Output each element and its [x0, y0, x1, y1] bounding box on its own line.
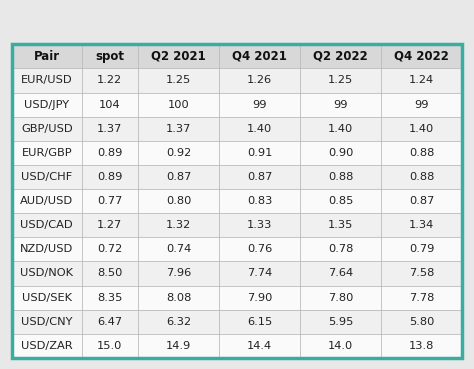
Text: 6.47: 6.47 — [97, 317, 122, 327]
Text: 0.77: 0.77 — [97, 196, 122, 206]
Text: 0.76: 0.76 — [247, 244, 272, 254]
Text: 0.78: 0.78 — [328, 244, 353, 254]
Text: 0.87: 0.87 — [166, 172, 191, 182]
Text: Q2 2021: Q2 2021 — [151, 50, 206, 63]
Bar — [12, 141, 462, 165]
Text: 8.35: 8.35 — [97, 293, 122, 303]
Text: 100: 100 — [168, 100, 189, 110]
Text: 0.79: 0.79 — [409, 244, 434, 254]
Text: 1.25: 1.25 — [328, 76, 353, 86]
Bar — [12, 286, 462, 310]
Bar — [12, 261, 462, 286]
Text: USD/JPY: USD/JPY — [24, 100, 69, 110]
Text: 0.87: 0.87 — [247, 172, 272, 182]
Text: spot: spot — [95, 50, 124, 63]
Text: 7.58: 7.58 — [409, 269, 434, 279]
Text: 14.0: 14.0 — [328, 341, 353, 351]
Bar — [12, 189, 462, 213]
Text: 0.80: 0.80 — [166, 196, 191, 206]
Bar — [12, 117, 462, 141]
Text: 1.33: 1.33 — [247, 220, 272, 230]
Text: 99: 99 — [252, 100, 267, 110]
Text: 0.88: 0.88 — [409, 172, 434, 182]
Text: 1.32: 1.32 — [166, 220, 191, 230]
Text: 7.96: 7.96 — [166, 269, 191, 279]
Text: 1.26: 1.26 — [247, 76, 272, 86]
Text: 8.08: 8.08 — [166, 293, 191, 303]
Text: 1.25: 1.25 — [166, 76, 191, 86]
Text: 8.50: 8.50 — [97, 269, 122, 279]
Text: 99: 99 — [333, 100, 348, 110]
Bar — [12, 44, 462, 358]
Text: NZD/USD: NZD/USD — [20, 244, 73, 254]
Text: USD/SEK: USD/SEK — [22, 293, 72, 303]
Text: 14.9: 14.9 — [166, 341, 191, 351]
Text: 13.8: 13.8 — [409, 341, 434, 351]
Text: 7.80: 7.80 — [328, 293, 353, 303]
Text: 0.88: 0.88 — [328, 172, 353, 182]
Text: 6.32: 6.32 — [166, 317, 191, 327]
Bar — [12, 165, 462, 189]
Bar — [12, 44, 462, 68]
Bar — [12, 237, 462, 261]
Text: 1.27: 1.27 — [97, 220, 122, 230]
Text: 1.37: 1.37 — [97, 124, 122, 134]
Text: 7.74: 7.74 — [247, 269, 272, 279]
Text: USD/CNY: USD/CNY — [21, 317, 73, 327]
Text: USD/CHF: USD/CHF — [21, 172, 73, 182]
Text: 1.34: 1.34 — [409, 220, 434, 230]
Bar — [12, 93, 462, 117]
Bar — [12, 44, 462, 358]
Text: 5.95: 5.95 — [328, 317, 353, 327]
Text: 1.37: 1.37 — [166, 124, 191, 134]
Text: 0.72: 0.72 — [97, 244, 122, 254]
Text: 0.74: 0.74 — [166, 244, 191, 254]
Text: USD/CAD: USD/CAD — [20, 220, 73, 230]
Text: 0.90: 0.90 — [328, 148, 353, 158]
Text: 0.91: 0.91 — [247, 148, 272, 158]
Text: Q4 2021: Q4 2021 — [232, 50, 287, 63]
Bar — [12, 334, 462, 358]
Text: 0.92: 0.92 — [166, 148, 191, 158]
Text: USD/NOK: USD/NOK — [20, 269, 73, 279]
Text: 14.4: 14.4 — [247, 341, 272, 351]
Text: Q2 2022: Q2 2022 — [313, 50, 368, 63]
Bar — [12, 68, 462, 93]
Text: 1.22: 1.22 — [97, 76, 122, 86]
Text: 0.83: 0.83 — [247, 196, 272, 206]
Text: 5.80: 5.80 — [409, 317, 434, 327]
Text: 1.40: 1.40 — [409, 124, 434, 134]
Text: 7.78: 7.78 — [409, 293, 434, 303]
Text: 99: 99 — [414, 100, 429, 110]
Text: 7.64: 7.64 — [328, 269, 353, 279]
Text: GBP/USD: GBP/USD — [21, 124, 73, 134]
Bar — [12, 213, 462, 237]
Text: USD/ZAR: USD/ZAR — [21, 341, 73, 351]
Text: 1.35: 1.35 — [328, 220, 353, 230]
Text: 0.89: 0.89 — [97, 172, 122, 182]
Text: 0.87: 0.87 — [409, 196, 434, 206]
Text: 1.40: 1.40 — [328, 124, 353, 134]
Text: 1.40: 1.40 — [247, 124, 272, 134]
Text: 1.24: 1.24 — [409, 76, 434, 86]
Text: 0.88: 0.88 — [409, 148, 434, 158]
Text: EUR/GBP: EUR/GBP — [21, 148, 72, 158]
Text: EUR/USD: EUR/USD — [21, 76, 73, 86]
Text: AUD/USD: AUD/USD — [20, 196, 73, 206]
Bar — [12, 310, 462, 334]
Text: 15.0: 15.0 — [97, 341, 122, 351]
Text: Pair: Pair — [34, 50, 60, 63]
Text: 0.85: 0.85 — [328, 196, 353, 206]
Text: 0.89: 0.89 — [97, 148, 122, 158]
Text: 104: 104 — [99, 100, 120, 110]
Text: Q4 2022: Q4 2022 — [394, 50, 449, 63]
Text: 6.15: 6.15 — [247, 317, 272, 327]
Text: 7.90: 7.90 — [247, 293, 272, 303]
